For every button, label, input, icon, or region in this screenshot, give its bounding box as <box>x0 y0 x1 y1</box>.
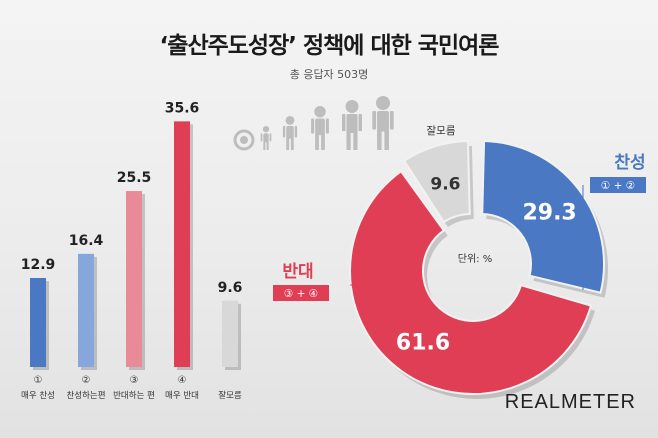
slice-3 <box>402 140 471 224</box>
bar-chart: 12.9 ① 매우 찬성 16.4 ② 찬성하는편 25.5 ③ 반대하는 편 35.6 ④ 매우 반… <box>21 100 243 401</box>
chart-title: ‘출산주도성장’ 정책에 대한 국민여론 <box>159 33 500 59</box>
bar-value-label: 25.5 <box>117 170 152 186</box>
bar-category-number: ② <box>82 375 91 386</box>
oppose-tag-box <box>273 285 329 301</box>
slice-value-label: 61.6 <box>396 331 450 356</box>
approve-label: 찬성 <box>614 153 645 173</box>
bar-value-label: 16.4 <box>69 233 104 249</box>
bar-category-label: 잘모름 <box>218 390 242 401</box>
baby-face <box>240 136 248 144</box>
toddler-icon <box>260 125 272 150</box>
icon-body <box>346 114 358 133</box>
icon-head <box>345 100 359 113</box>
icon-arm-right <box>269 133 272 142</box>
slice-value-label: 29.3 <box>522 200 576 225</box>
icon-leg-right <box>384 130 389 150</box>
icon-head <box>375 96 391 111</box>
adult-icon <box>342 100 362 150</box>
child-icon <box>282 116 298 150</box>
bar-category-number: ④ <box>178 375 187 386</box>
bar-3 <box>126 191 142 367</box>
icon-head <box>314 106 326 118</box>
icon-leg-left <box>377 130 382 150</box>
icon-leg-left <box>346 132 351 150</box>
icon-leg-left <box>286 137 290 150</box>
bar-category-label: 매우 찬성 <box>21 390 55 401</box>
icon-body <box>315 118 325 136</box>
icon-leg-right <box>290 137 294 150</box>
icon-arm-left <box>311 118 315 134</box>
approve-tag: ① + ② <box>601 180 635 192</box>
unit-label: 단위: % <box>458 252 492 265</box>
baby-icon <box>233 129 255 151</box>
icon-arm-right <box>325 118 329 134</box>
family-icons <box>233 96 394 151</box>
bar-category-number: ① <box>34 375 43 386</box>
bar-5 <box>222 300 238 367</box>
icon-leg-right <box>266 141 269 150</box>
icon-leg-right <box>353 132 358 150</box>
dontknow-label: 잘모름 <box>427 125 456 137</box>
icon-head <box>285 116 295 125</box>
icon-leg-right <box>321 134 325 150</box>
baby-head-outline <box>233 129 255 151</box>
icon-arm-right <box>294 125 298 138</box>
icon-head <box>262 125 270 133</box>
slice-value-label: 9.6 <box>430 174 460 194</box>
approve-tag-box <box>590 177 646 193</box>
bar-category-label: 반대하는 편 <box>113 390 155 401</box>
bar-value-label: 12.9 <box>21 257 56 273</box>
brand-logo: REALMETER <box>504 391 636 413</box>
icon-arm-left <box>372 111 377 130</box>
icon-arm-left <box>282 125 286 138</box>
bar-2 <box>78 253 94 367</box>
icon-body <box>286 125 294 139</box>
icon-arm-left <box>260 133 263 142</box>
icon-leg-left <box>315 134 319 150</box>
oppose-tag: ③ + ④ <box>284 288 318 300</box>
icon-leg-left <box>263 141 266 150</box>
teen-icon <box>311 106 329 150</box>
bar-4 <box>174 121 190 367</box>
bar-1 <box>30 277 46 367</box>
icon-arm-right <box>389 111 394 130</box>
slice-2 <box>349 169 593 395</box>
slice-1 <box>481 140 605 294</box>
bar-category-number: ③ <box>130 375 139 386</box>
bar-value-label: 9.6 <box>218 280 243 296</box>
icon-body <box>377 111 389 132</box>
chart-subtitle: 총 응답자 503명 <box>289 68 369 81</box>
icon-body <box>263 133 269 143</box>
icon-arm-right <box>358 114 362 132</box>
grown-adult-icon <box>372 96 394 150</box>
oppose-label: 반대 <box>282 262 313 282</box>
bar-category-label: 찬성하는편 <box>66 390 105 401</box>
icon-arm-left <box>342 114 346 132</box>
bar-category-label: 매우 반대 <box>165 390 199 401</box>
bar-value-label: 35.6 <box>165 100 200 116</box>
